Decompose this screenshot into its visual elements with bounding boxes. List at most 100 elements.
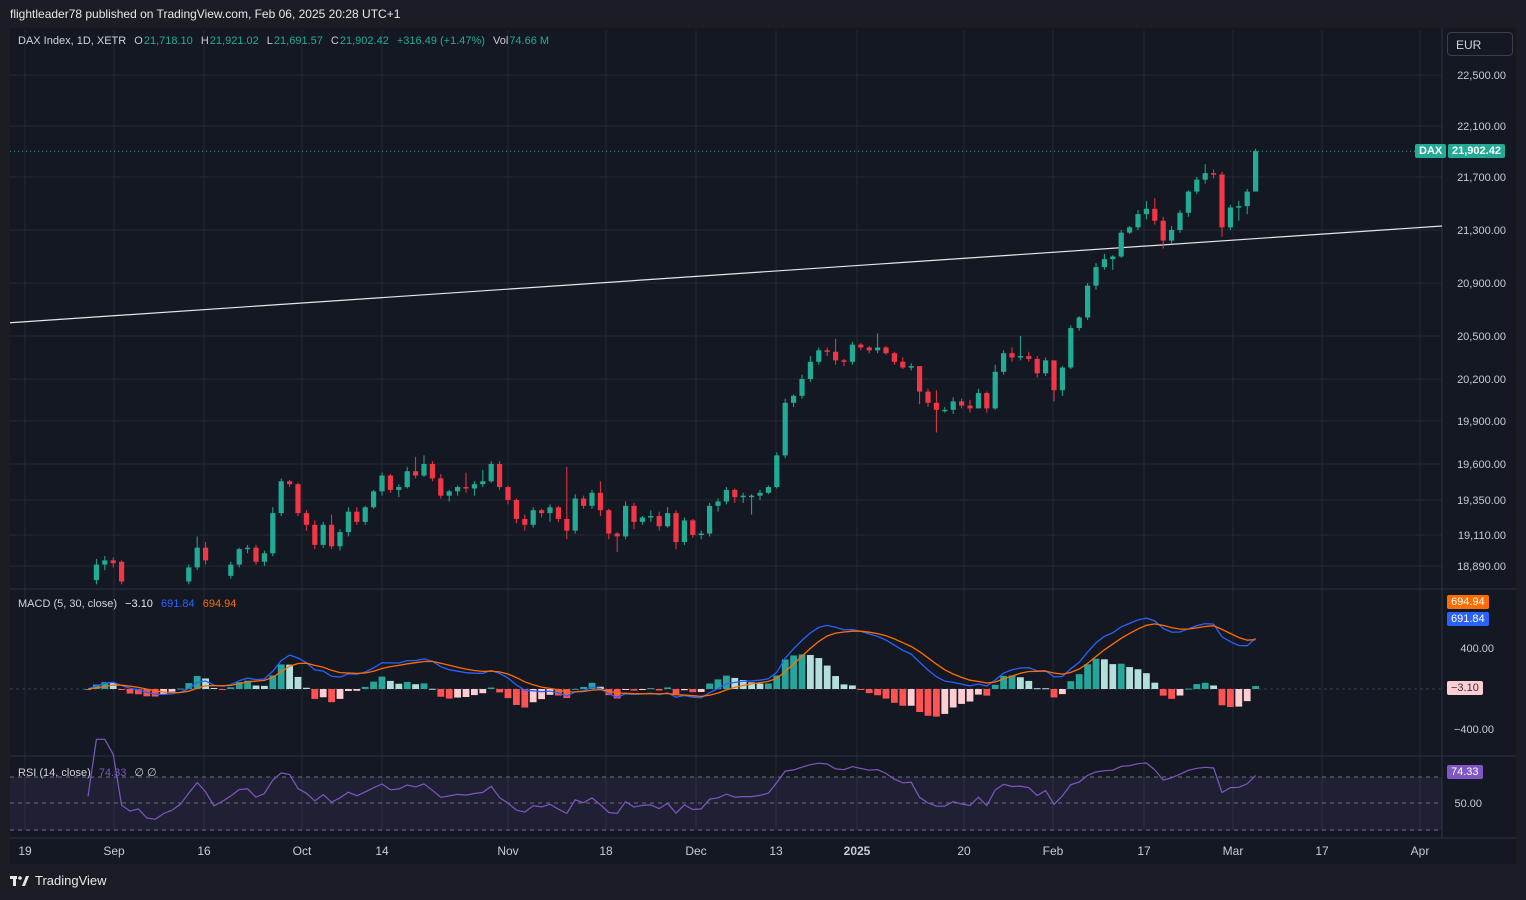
macd-hist-bar <box>437 689 445 697</box>
candle-body <box>665 513 671 527</box>
macd-hist-bar <box>815 658 823 689</box>
time-tick-label: Dec <box>685 844 706 858</box>
candle-body <box>396 487 402 490</box>
candle-body <box>1026 356 1032 359</box>
candle-body <box>799 379 805 396</box>
price-tick-label: 22,100.00 <box>1457 121 1506 133</box>
time-tick-label: 16 <box>197 844 211 858</box>
candle-body <box>471 484 477 489</box>
macd-hist-bar <box>1210 685 1217 689</box>
candle-body <box>379 475 385 492</box>
low-value: 21,691.57 <box>273 35 323 47</box>
candle-body <box>1227 207 1233 228</box>
candle-body <box>975 393 981 409</box>
candle-body <box>858 344 864 348</box>
candle-body <box>631 505 637 522</box>
macd-hist-bar <box>1092 658 1100 689</box>
candle-body <box>1009 353 1015 358</box>
candle-body <box>942 409 948 412</box>
rsi-title[interactable]: RSI (14, close) <box>18 767 91 779</box>
candle-body <box>807 361 813 379</box>
macd-hist-bar <box>345 689 352 692</box>
macd-hist-bar <box>277 664 285 689</box>
candle-body <box>270 513 276 554</box>
candles <box>93 148 1259 585</box>
candle-body <box>614 533 620 537</box>
macd-hist-bar <box>387 680 394 689</box>
price-tick-label: 21,700.00 <box>1457 172 1506 184</box>
macd-hist-bar <box>991 684 999 689</box>
macd-hist-bar <box>328 689 335 703</box>
candle-body <box>488 464 494 482</box>
candle-body <box>1177 212 1183 230</box>
macd-hist-bar <box>462 689 470 698</box>
macd-hist-bar <box>1185 688 1192 690</box>
macd-hist-bar <box>395 683 403 689</box>
macd-hist-bar <box>168 689 176 692</box>
candle-body <box>749 495 755 498</box>
candle-body <box>287 481 293 485</box>
macd-hist-bar <box>336 689 344 699</box>
candle-body <box>522 518 528 525</box>
candle-body <box>1253 151 1259 192</box>
candle-body <box>1034 358 1040 374</box>
currency-selector[interactable]: EUR <box>1447 32 1513 56</box>
macd-hist-bar <box>891 689 898 703</box>
candle-body <box>1093 267 1099 286</box>
macd-hist-bar <box>1017 677 1024 689</box>
candle-body <box>110 560 116 564</box>
macd-hist-bar <box>1050 689 1058 698</box>
rsi-line <box>87 738 1257 820</box>
candle-body <box>1219 174 1225 228</box>
candle-body <box>581 498 587 506</box>
time-tick-label: Apr <box>1411 844 1430 858</box>
macd-hist-bar <box>773 675 781 689</box>
macd-hist-bar <box>101 682 109 689</box>
candle-body <box>539 510 545 514</box>
candle-body <box>824 350 830 352</box>
candle-body <box>1169 230 1175 241</box>
macd-hist-bar <box>563 689 571 699</box>
candle-body <box>967 405 973 409</box>
candle-body <box>261 553 267 562</box>
macd-hist-bar <box>882 689 890 699</box>
tradingview-logo[interactable]: TradingView <box>10 873 107 888</box>
candle-body <box>1001 353 1007 372</box>
candle-body <box>992 371 998 409</box>
macd-hist-bar <box>849 685 856 689</box>
symbol-label[interactable]: DAX Index, 1D, XETR <box>18 35 127 47</box>
time-tick-label: Nov <box>497 844 518 858</box>
macd-hist-bar <box>202 678 209 689</box>
candle-body <box>354 511 360 522</box>
candle-body <box>723 489 729 502</box>
macd-hist-bar <box>1067 681 1075 689</box>
candle-body <box>1017 356 1023 358</box>
chart-area[interactable] <box>10 28 1516 864</box>
candle-body <box>917 366 923 392</box>
macd-hist-bar <box>865 689 873 694</box>
macd-hist-bar <box>454 689 461 698</box>
candle-body <box>900 361 906 368</box>
candle-body <box>228 564 234 576</box>
macd-hist-bar <box>252 685 260 689</box>
macd-hist-bar <box>672 689 680 695</box>
candle-body <box>639 517 645 522</box>
top-bar: flightleader78 published on TradingView.… <box>0 0 1526 28</box>
candle-body <box>421 464 427 476</box>
open-value: 21,718.10 <box>143 35 193 47</box>
candle-body <box>253 547 259 562</box>
macd-hist-bar <box>949 689 957 708</box>
macd-hist-bar <box>1025 680 1033 689</box>
macd-line-value: 691.84 <box>161 598 195 610</box>
macd-hist-bar <box>471 689 478 696</box>
candle-body <box>362 507 368 522</box>
macd-title[interactable]: MACD (5, 30, close) <box>18 598 118 610</box>
candle-body <box>757 492 763 496</box>
macd-legend: MACD (5, 30, close) −3.10 691.84 694.94 <box>18 598 241 610</box>
macd-hist-bar <box>84 689 92 690</box>
candle-body <box>186 567 192 582</box>
candle-body <box>1152 208 1158 221</box>
macd-hist-bar <box>1042 688 1049 690</box>
price-tag-symbol: DAX <box>1415 144 1447 158</box>
